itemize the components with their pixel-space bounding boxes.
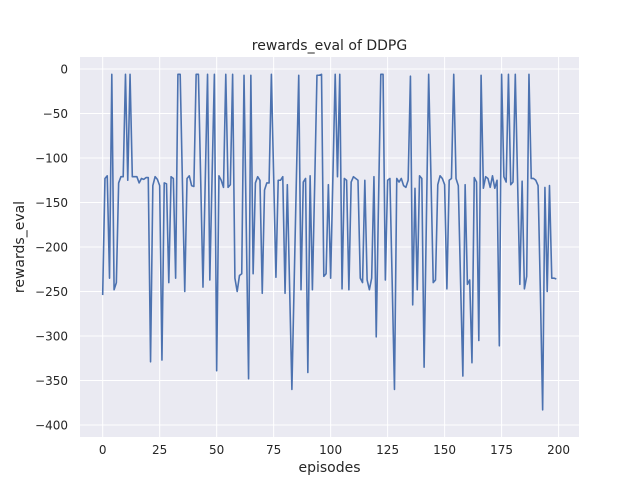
x-tick-label: 100: [319, 443, 342, 457]
y-tick-label: 0: [60, 63, 68, 77]
chart-title: rewards_eval of DDPG: [252, 38, 407, 54]
series-line-rewards-eval: [101, 73, 557, 411]
x-tick-label: 75: [266, 443, 281, 457]
y-tick-label: −200: [35, 241, 68, 255]
y-tick-label: −100: [35, 152, 68, 166]
x-axis-label: episodes: [298, 460, 360, 476]
x-tick-label: 0: [99, 443, 107, 457]
y-tick-label: −350: [35, 374, 68, 388]
x-tick-label: 200: [547, 443, 570, 457]
x-tick-label: 150: [433, 443, 456, 457]
x-tick-label: 50: [209, 443, 224, 457]
y-tick-label: −250: [35, 285, 68, 299]
x-tick-label: 175: [490, 443, 513, 457]
y-tick-label: −150: [35, 196, 68, 210]
y-tick-label: −300: [35, 329, 68, 343]
tick-labels: 0 25 50 75 100 125 150 175 200 0 −50 −100 −150 −200 −2…: [35, 63, 570, 457]
y-tick-label: −50: [43, 107, 68, 121]
y-tick-label: −400: [35, 418, 68, 432]
y-axis-label: rewards_eval: [12, 201, 28, 293]
x-tick-label: 25: [152, 443, 167, 457]
x-tick-label: 125: [376, 443, 399, 457]
